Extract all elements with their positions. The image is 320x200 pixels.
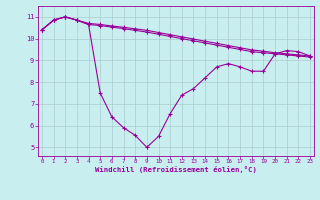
X-axis label: Windchill (Refroidissement éolien,°C): Windchill (Refroidissement éolien,°C) xyxy=(95,166,257,173)
